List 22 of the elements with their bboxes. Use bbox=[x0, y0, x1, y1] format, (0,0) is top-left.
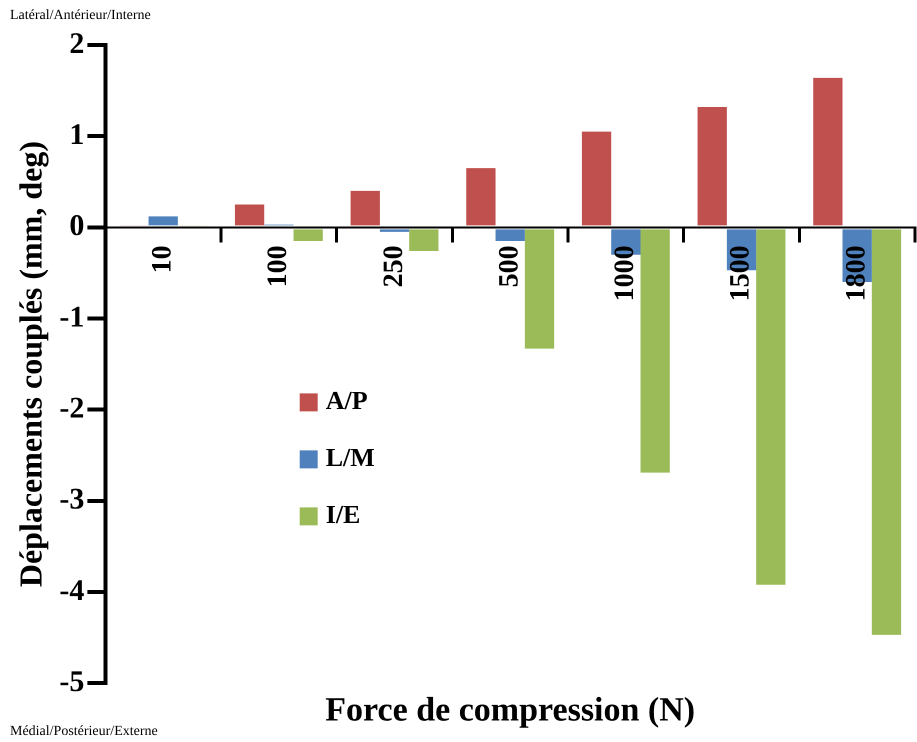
legend-label: I/E bbox=[326, 500, 360, 530]
x-tick-label: 250 bbox=[378, 245, 409, 288]
legend-label: A/P bbox=[326, 386, 368, 416]
y-tick-label: 1 bbox=[69, 118, 84, 151]
text: Latéral/Antérieur/Interne bbox=[10, 8, 151, 24]
y-tick-label: -4 bbox=[59, 574, 84, 607]
y-axis-title: Déplacements couplés (mm, deg) bbox=[12, 141, 50, 588]
y-tick-label: -5 bbox=[59, 664, 84, 698]
x-tick-label: 100 bbox=[262, 245, 294, 288]
x-tick-label: 1000 bbox=[609, 245, 640, 302]
y-tick-label: -3 bbox=[59, 482, 84, 516]
y-tick-label: -2 bbox=[59, 391, 84, 424]
y-tick-label: -1 bbox=[59, 300, 84, 334]
text: Médial/Postérieur/Externe bbox=[10, 724, 158, 740]
y-tick-label: 2 bbox=[69, 26, 84, 60]
x-tick-label: 1500 bbox=[724, 245, 756, 302]
y-tick-label: 0 bbox=[69, 209, 84, 242]
x-tick-label: 10 bbox=[146, 245, 178, 274]
x-tick-label: 500 bbox=[493, 245, 524, 288]
x-axis-title: Force de compression (N) bbox=[325, 691, 696, 728]
legend-label: L/M bbox=[326, 443, 375, 472]
x-tick-label: 1800 bbox=[840, 245, 872, 302]
